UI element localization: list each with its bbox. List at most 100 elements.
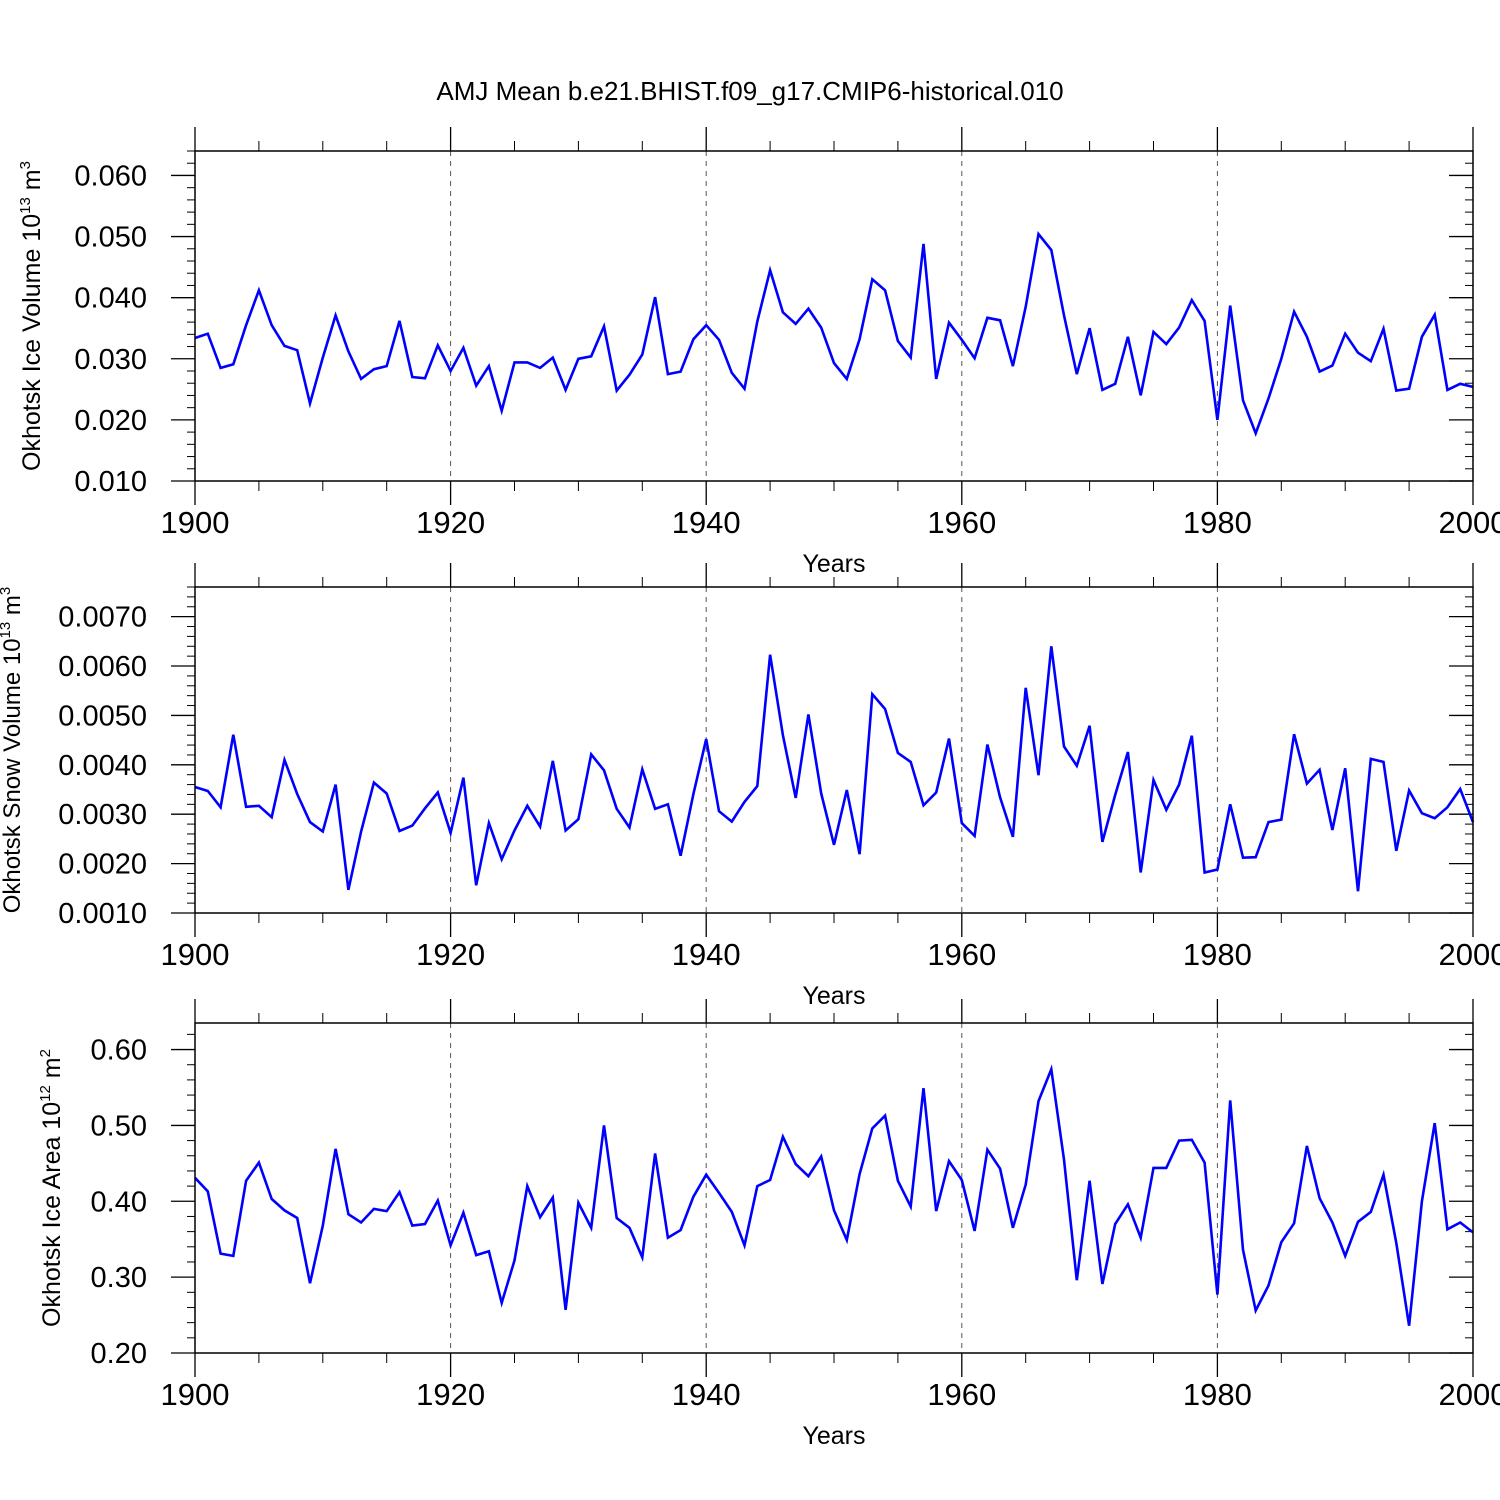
data-point: [743, 801, 745, 803]
data-point: [603, 769, 605, 771]
data-point: [846, 378, 848, 380]
data-point: [386, 365, 388, 367]
data-point: [1037, 774, 1039, 776]
data-point: [232, 363, 234, 365]
data-point: [1063, 745, 1065, 747]
data-point: [437, 791, 439, 793]
chart-panel-3: 1900 1920 1940 1960 1980 2000 0.20 0.30 0.40 0.50…: [37, 999, 1500, 1450]
data-point: [986, 1149, 988, 1151]
x-tick-label: 1940: [672, 937, 741, 972]
x-tick-label: 1940: [672, 1377, 741, 1412]
data-point: [986, 317, 988, 319]
y-tick-label: 0.40: [91, 1186, 147, 1218]
data-point: [1357, 890, 1359, 892]
data-point: [1255, 432, 1257, 434]
data-point: [1459, 1221, 1461, 1223]
data-point: [386, 1210, 388, 1212]
y-tick-label: 0.0020: [58, 849, 147, 881]
data-point: [1127, 1203, 1129, 1205]
data-point: [884, 1114, 886, 1116]
data-point: [743, 1244, 745, 1246]
data-point: [334, 1148, 336, 1150]
data-point: [513, 829, 515, 831]
data-point: [1255, 856, 1257, 858]
data-point: [756, 1185, 758, 1187]
data-point: [360, 378, 362, 380]
data-point: [603, 1124, 605, 1126]
data-point: [731, 1211, 733, 1213]
data-series-line: [194, 231, 1474, 437]
data-point: [1076, 1279, 1078, 1281]
data-point: [999, 1168, 1001, 1170]
data-point: [309, 402, 311, 404]
data-point: [1127, 336, 1129, 338]
data-point: [271, 816, 273, 818]
data-point: [705, 324, 707, 326]
data-point: [1025, 306, 1027, 308]
data-point: [961, 1179, 963, 1181]
data-point: [935, 791, 937, 793]
data-point: [871, 693, 873, 695]
data-point: [283, 1209, 285, 1211]
data-point: [1306, 1145, 1308, 1147]
data-point: [1050, 645, 1052, 647]
data-point: [360, 830, 362, 832]
data-point: [373, 368, 375, 370]
data-point: [539, 825, 541, 827]
data-point: [641, 1256, 643, 1258]
data-point: [1101, 389, 1103, 391]
data-point: [1267, 821, 1269, 823]
y-tick-label: 0.50: [91, 1110, 147, 1142]
data-point: [552, 356, 554, 358]
x-tick-label: 1980: [1183, 505, 1252, 540]
data-point: [1063, 314, 1065, 316]
data-point: [679, 1229, 681, 1231]
data-point: [820, 326, 822, 328]
y-tick-label: 0.20: [91, 1338, 147, 1370]
data-point: [616, 1217, 618, 1219]
data-point: [910, 356, 912, 358]
data-point: [1434, 314, 1436, 316]
data-point: [820, 1155, 822, 1157]
data-point: [973, 1230, 975, 1232]
data-point: [1114, 383, 1116, 385]
data-point: [769, 654, 771, 656]
data-point: [488, 1250, 490, 1252]
data-point: [552, 1196, 554, 1198]
data-point: [488, 822, 490, 824]
data-point: [884, 289, 886, 291]
x-axis-title: Years: [802, 1422, 865, 1450]
x-axis-title: Years: [802, 550, 865, 578]
data-point: [1050, 1068, 1052, 1070]
data-series-line: [194, 1064, 1474, 1326]
data-point: [1165, 343, 1167, 345]
data-point: [462, 777, 464, 779]
data-point: [807, 1175, 809, 1177]
data-point: [334, 314, 336, 316]
data-point: [603, 325, 605, 327]
data-point: [271, 1198, 273, 1200]
y-tick-label: 0.010: [74, 466, 147, 498]
data-point: [347, 889, 349, 891]
data-point: [1165, 1167, 1167, 1169]
data-point: [424, 377, 426, 379]
data-point: [1229, 304, 1231, 306]
data-point: [679, 855, 681, 857]
data-point: [258, 289, 260, 291]
data-point: [1216, 1293, 1218, 1295]
data-point: [373, 781, 375, 783]
data-point: [922, 243, 924, 245]
data-point: [807, 713, 809, 715]
data-point: [449, 1244, 451, 1246]
data-point: [973, 835, 975, 837]
data-point: [897, 752, 899, 754]
data-point: [513, 1259, 515, 1261]
data-point: [501, 410, 503, 412]
x-tick-label: 1960: [927, 505, 996, 540]
data-point: [245, 324, 247, 326]
data-point: [743, 388, 745, 390]
data-point: [1382, 761, 1384, 763]
data-point: [948, 1160, 950, 1162]
data-point: [424, 807, 426, 809]
data-point: [245, 1180, 247, 1182]
